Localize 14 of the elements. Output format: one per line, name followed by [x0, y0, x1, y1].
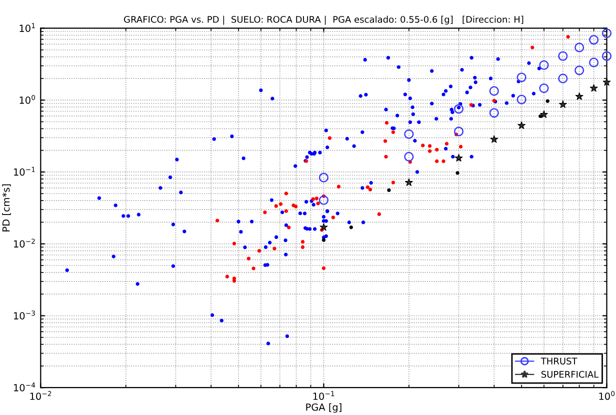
y-axis-title: PD [cm*s]	[2, 184, 11, 232]
chart-title: GRAFICO: PGA vs. PD | SUELO: ROCA DURA | PGA escalado: 0.55-0.6 [g] [Direccion: H]	[124, 16, 524, 25]
x-tick-label: 10$^{0}$	[599, 391, 615, 400]
x-tick-label: 10$^{−2}$	[30, 391, 52, 400]
y-tick-label: 10$^{1}$	[20, 23, 35, 32]
x-tick-label: 10$^{−1}$	[313, 391, 334, 400]
x-axis-title: PGA [g]	[306, 403, 342, 413]
y-tick-label: 10$^{−3}$	[14, 310, 35, 320]
y-tick-label: 10$^{0}$	[20, 94, 36, 104]
y-tick-label: 10$^{−2}$	[14, 238, 35, 248]
y-tick-label: 10$^{−4}$	[14, 382, 36, 392]
legend-label: THRUST	[540, 358, 578, 364]
legend-label: SUPERFICIAL	[541, 370, 599, 378]
y-tick-label: 10$^{−1}$	[14, 166, 35, 176]
